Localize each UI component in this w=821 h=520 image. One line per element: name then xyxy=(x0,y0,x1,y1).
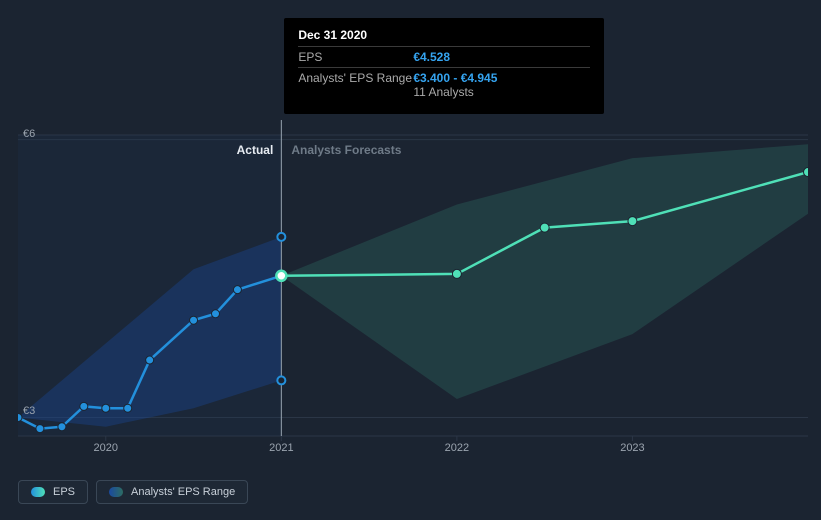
legend-item-eps-range[interactable]: Analysts' EPS Range xyxy=(96,480,248,504)
tooltip-date: Dec 31 2020 xyxy=(298,26,590,46)
tooltip-row-sub: 11 Analysts xyxy=(413,85,473,99)
tooltip-row-label: EPS xyxy=(298,47,413,68)
tooltip-row-value: €3.400 - €4.945 xyxy=(413,71,497,85)
tooltip-row-label: Analysts' EPS Range xyxy=(298,68,413,103)
x-tick-label: 2021 xyxy=(269,442,293,454)
region-label-forecast: Analysts Forecasts xyxy=(291,143,401,157)
legend-label: EPS xyxy=(53,486,75,498)
tooltip-row-value: €4.528 xyxy=(413,47,590,68)
legend-swatch xyxy=(109,487,123,497)
legend: EPS Analysts' EPS Range xyxy=(18,480,248,504)
legend-item-eps[interactable]: EPS xyxy=(18,480,88,504)
region-label-actual: Actual xyxy=(221,143,273,157)
hover-tooltip: Dec 31 2020 EPS €4.528 Analysts' EPS Ran… xyxy=(284,18,604,114)
legend-label: Analysts' EPS Range xyxy=(131,486,235,498)
y-tick-label: €3 xyxy=(23,405,35,417)
x-tick-label: 2020 xyxy=(94,442,118,454)
x-tick-label: 2022 xyxy=(445,442,469,454)
eps-chart: Dec 31 2020 EPS €4.528 Analysts' EPS Ran… xyxy=(18,0,808,460)
y-tick-label: €6 xyxy=(23,128,35,140)
legend-swatch xyxy=(31,487,45,497)
x-tick-label: 2023 xyxy=(620,442,644,454)
